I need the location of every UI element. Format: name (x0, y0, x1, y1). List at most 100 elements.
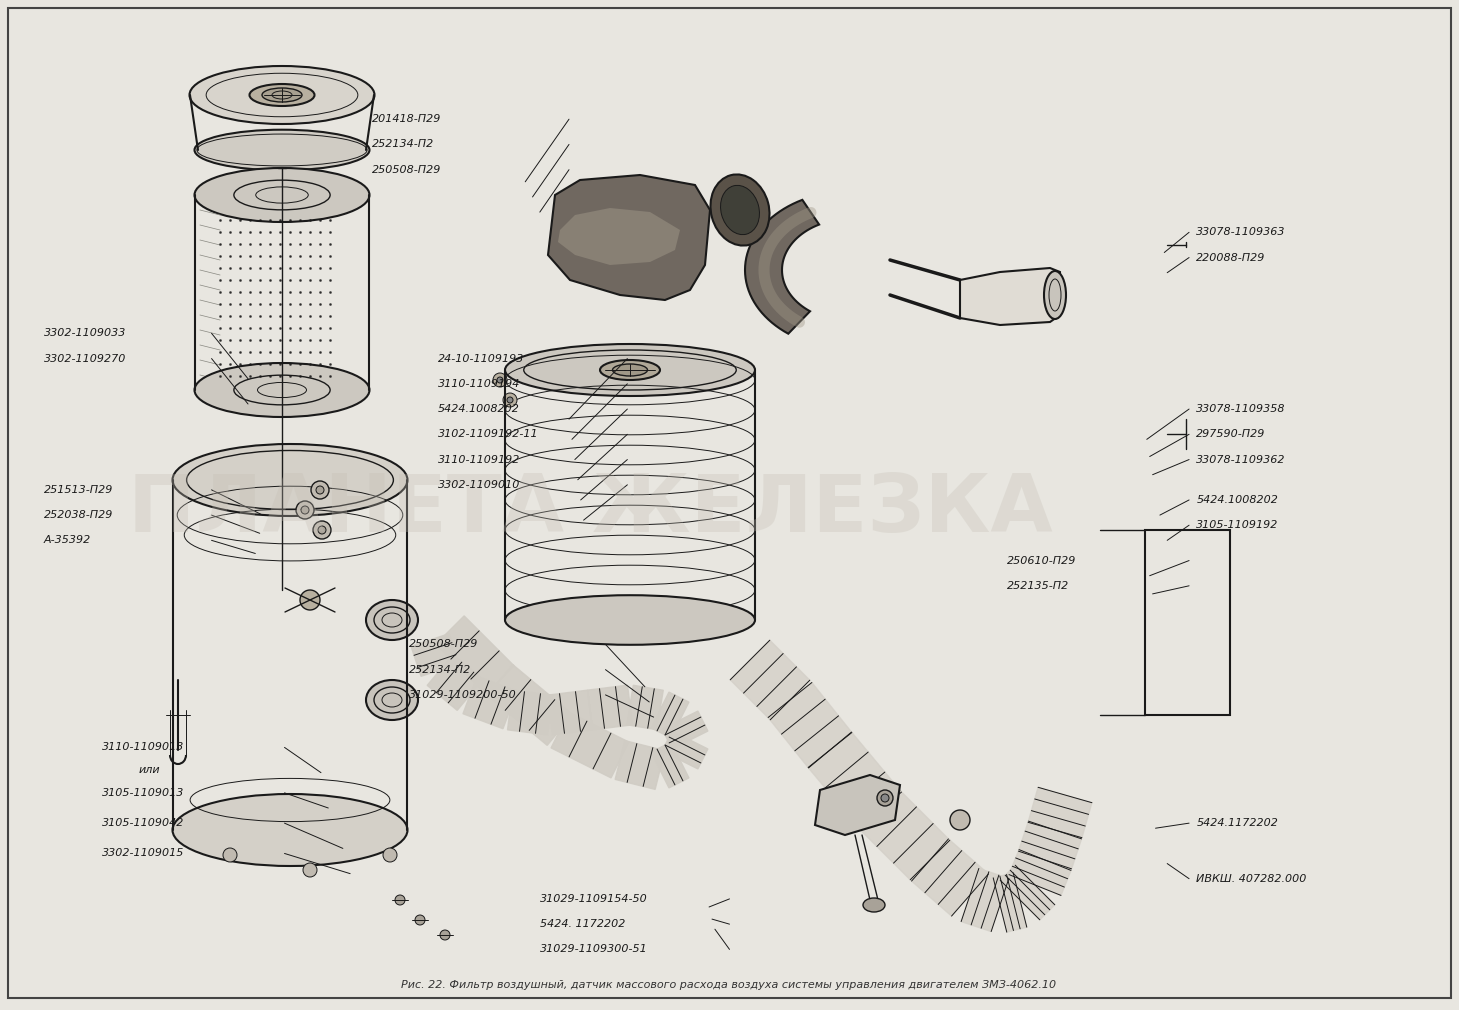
Polygon shape (1010, 849, 1071, 896)
Circle shape (877, 790, 893, 806)
Circle shape (395, 895, 406, 905)
Ellipse shape (194, 363, 369, 417)
Ellipse shape (194, 168, 369, 222)
Text: 5424.1008202: 5424.1008202 (438, 404, 519, 414)
Text: 24-10-1109193: 24-10-1109193 (438, 354, 524, 364)
Polygon shape (487, 665, 573, 745)
Polygon shape (994, 873, 1027, 932)
Text: 3302-1109015: 3302-1109015 (102, 848, 184, 858)
Circle shape (318, 526, 325, 534)
Polygon shape (616, 740, 665, 790)
Polygon shape (662, 711, 708, 749)
Text: 31029-1109300-51: 31029-1109300-51 (540, 944, 648, 954)
Polygon shape (651, 742, 689, 788)
Polygon shape (746, 200, 818, 333)
Text: 3110-1109194: 3110-1109194 (438, 379, 519, 389)
Text: Рис. 22. Фильтр воздушный, датчик массового расхода воздуха системы управления д: Рис. 22. Фильтр воздушный, датчик массов… (401, 980, 1056, 990)
Polygon shape (1001, 866, 1055, 920)
Text: 3105-1109042: 3105-1109042 (102, 818, 184, 828)
Polygon shape (463, 677, 516, 729)
Ellipse shape (366, 600, 417, 640)
Circle shape (303, 863, 317, 877)
Circle shape (503, 393, 516, 407)
Bar (1145, 530, 1230, 715)
Ellipse shape (505, 595, 754, 644)
Text: или: или (139, 765, 160, 775)
Ellipse shape (613, 364, 648, 376)
Polygon shape (960, 268, 1061, 325)
Polygon shape (767, 683, 852, 768)
Ellipse shape (366, 680, 417, 720)
Text: 252134-П2: 252134-П2 (409, 665, 471, 675)
Polygon shape (961, 869, 1008, 931)
Ellipse shape (263, 88, 302, 102)
Text: 3105-1109013: 3105-1109013 (102, 788, 184, 798)
Text: 250610-П29: 250610-П29 (1007, 556, 1077, 566)
Polygon shape (436, 616, 514, 694)
Polygon shape (861, 790, 950, 880)
Circle shape (311, 481, 328, 499)
Text: 5424.1008202: 5424.1008202 (1196, 495, 1278, 505)
Circle shape (414, 915, 425, 925)
Text: 3302-1109010: 3302-1109010 (438, 480, 519, 490)
Text: 201418-П29: 201418-П29 (372, 114, 442, 124)
Text: 5424.1172202: 5424.1172202 (1196, 818, 1278, 828)
Circle shape (441, 930, 449, 940)
Ellipse shape (172, 444, 407, 516)
Text: 3110-1109013: 3110-1109013 (102, 742, 184, 752)
Text: ИВКШ. 407282.000: ИВКШ. 407282.000 (1196, 874, 1307, 884)
Ellipse shape (505, 344, 754, 396)
Text: 220088-П29: 220088-П29 (1196, 252, 1266, 263)
Polygon shape (1018, 821, 1081, 869)
Polygon shape (816, 775, 900, 835)
Circle shape (317, 486, 324, 494)
Ellipse shape (600, 360, 659, 380)
Text: 250508-П29: 250508-П29 (372, 165, 442, 175)
Text: 5424. 1172202: 5424. 1172202 (540, 919, 626, 929)
Ellipse shape (172, 794, 407, 866)
Circle shape (301, 590, 320, 610)
Circle shape (301, 506, 309, 514)
Polygon shape (662, 731, 708, 769)
Text: 3105-1109192: 3105-1109192 (1196, 520, 1278, 530)
Circle shape (506, 397, 514, 403)
Polygon shape (508, 690, 553, 735)
Circle shape (384, 848, 397, 862)
Polygon shape (1029, 788, 1091, 837)
Polygon shape (588, 685, 633, 730)
Text: 33078-1109363: 33078-1109363 (1196, 227, 1285, 237)
Ellipse shape (194, 129, 369, 171)
Circle shape (881, 794, 889, 802)
Text: 297590-П29: 297590-П29 (1196, 429, 1266, 439)
Polygon shape (427, 654, 483, 710)
Text: 31029-1109154-50: 31029-1109154-50 (540, 894, 648, 904)
Text: А-35392: А-35392 (44, 535, 90, 545)
Circle shape (498, 377, 503, 383)
Polygon shape (557, 208, 680, 265)
Ellipse shape (1045, 271, 1067, 319)
Text: 3302-1109033: 3302-1109033 (44, 328, 125, 338)
Polygon shape (411, 633, 460, 677)
Polygon shape (547, 690, 592, 735)
Polygon shape (627, 685, 664, 730)
Circle shape (493, 373, 506, 387)
Ellipse shape (711, 175, 769, 245)
Text: 3110-1109192: 3110-1109192 (438, 454, 519, 465)
Polygon shape (549, 175, 711, 300)
Circle shape (950, 810, 970, 830)
Circle shape (314, 521, 331, 539)
Ellipse shape (190, 66, 375, 124)
Polygon shape (808, 732, 902, 828)
Text: 252134-П2: 252134-П2 (372, 139, 435, 149)
Ellipse shape (864, 898, 886, 912)
Circle shape (223, 848, 236, 862)
Polygon shape (552, 712, 629, 778)
Text: ПЛАНЕТА ЖЕЛЕЗКА: ПЛАНЕТА ЖЕЛЕЗКА (128, 471, 1052, 549)
Ellipse shape (721, 186, 760, 234)
Text: 33078-1109362: 33078-1109362 (1196, 454, 1285, 465)
Circle shape (296, 501, 314, 519)
Polygon shape (912, 839, 988, 916)
Text: 31029-1109200-50: 31029-1109200-50 (409, 690, 516, 700)
Text: 250508-П29: 250508-П29 (409, 639, 479, 649)
Polygon shape (730, 640, 810, 720)
